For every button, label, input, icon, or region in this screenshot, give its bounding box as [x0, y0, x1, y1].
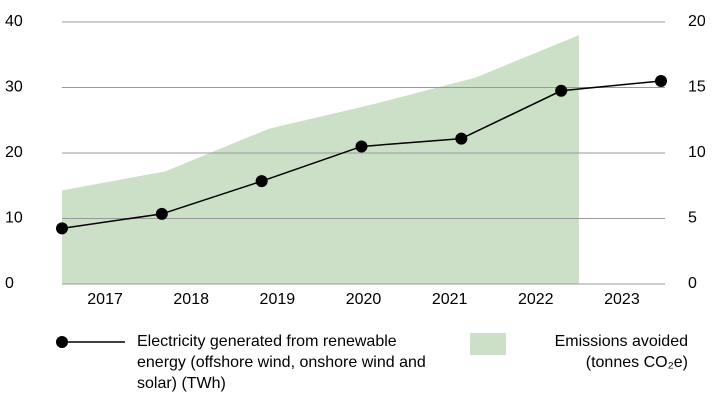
x-tick-label: 2019: [260, 291, 296, 308]
x-tick-label: 2020: [346, 291, 382, 308]
y-tick-label: 0: [5, 275, 14, 292]
y-tick-label: 10: [5, 210, 23, 227]
y2-tick-label: 15: [688, 79, 706, 96]
y2-tick-label: 20: [688, 13, 706, 30]
x-tick-label: 2023: [604, 291, 640, 308]
x-tick-label: 2017: [87, 291, 123, 308]
y-tick-label: 40: [5, 13, 23, 30]
point: [655, 74, 667, 87]
y-tick-label: 20: [5, 144, 23, 161]
point: [56, 222, 68, 235]
legend-area-text: Emissions avoided (tonnes CO₂e): [554, 333, 688, 371]
x-tick-label: 2018: [173, 291, 209, 308]
point: [255, 175, 268, 188]
chart: 0 10 20 30 40 0 5 10 15 20 2017 2018 2019 2020 2021 202…: [5, 13, 706, 308]
x-tick-label: 2021: [432, 291, 468, 308]
y-tick-label: 30: [5, 79, 23, 96]
legend-line-text: Electricity generated from renewable ene…: [137, 333, 426, 392]
y2-tick-label: 5: [688, 210, 697, 227]
point: [455, 132, 468, 145]
point: [355, 140, 368, 153]
legend-line-key: [56, 336, 125, 348]
point: [555, 84, 568, 97]
legend-marker: [56, 336, 68, 348]
y2-tick-label: 10: [688, 144, 706, 161]
x-tick-label: 2022: [518, 291, 554, 308]
point: [155, 207, 168, 220]
area: [62, 35, 579, 284]
legend-swatch: [470, 333, 506, 355]
y2-tick-label: 0: [688, 275, 697, 292]
